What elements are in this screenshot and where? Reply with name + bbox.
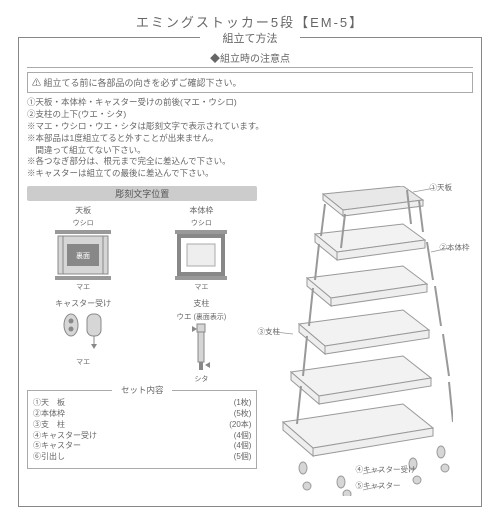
inner-label: 裏面 xyxy=(76,251,90,260)
label-back: ウシロ xyxy=(27,218,139,228)
tenban-svg: 裏面 xyxy=(53,228,113,280)
exploded-view-svg xyxy=(263,186,453,496)
main-box: 組立て方法 ◆組立時の注意点 ⚠ 組立てる前に各部品の向きを必ずご確認下さい。 … xyxy=(18,37,482,507)
set-row: ⑤キャスター(4個) xyxy=(33,441,251,452)
label-bottom: シタ xyxy=(145,374,257,384)
warning-icon: ⚠ xyxy=(32,78,41,88)
set-tab: セット内容 xyxy=(112,384,172,396)
notes-list: ①天板・本体枠・キャスター受けの前後(マエ・ウシロ) ②支柱の上下(ウエ・シタ)… xyxy=(27,97,473,180)
tenban-diagram: 天板 ウシロ 裏面 マエ xyxy=(27,205,139,292)
callout-1: ①天板 xyxy=(429,182,452,193)
set-row: ④キャスター受け(4個) xyxy=(33,431,251,442)
callout-2: ②本体枠 xyxy=(439,242,469,253)
label-front: マエ xyxy=(27,282,139,292)
label-back2: ウシロ xyxy=(145,218,257,228)
set-box: セット内容 ①天 板(1枚) ②本体枠(5枚) ③支 柱(20本) ④キャスター… xyxy=(27,390,257,469)
hontai-diagram: 本体枠 ウシロ マエ xyxy=(145,205,257,292)
note-line: ※各つなぎ部分は、根元まで完全に差込んで下さい。 xyxy=(27,156,473,168)
caster-diagram: キャスター受け マエ xyxy=(27,298,139,384)
hontai-svg xyxy=(171,228,231,280)
note-line: 間違って組立てない下さい。 xyxy=(27,145,473,157)
callout-4: ④キャスター受け xyxy=(355,464,415,475)
set-row: ③支 柱(20本) xyxy=(33,420,251,431)
assembly-figure: ①天板 ②本体枠 ③支柱 ④キャスター受け ⑤キャスター xyxy=(263,186,473,498)
callout-5: ⑤キャスター xyxy=(355,480,400,491)
set-row: ⑥引出し(5個) xyxy=(33,452,251,463)
pillar-svg xyxy=(186,322,216,372)
caster-svg xyxy=(53,311,113,355)
label-topnote: (裏面表示) xyxy=(194,314,227,321)
section-tab: 組立て方法 xyxy=(200,30,300,46)
warning-text: 組立てる前に各部品の向きを必ずご確認下さい。 xyxy=(44,78,242,88)
note-line: ①天板・本体枠・キャスター受けの前後(マエ・ウシロ) xyxy=(27,97,473,109)
cap-pillar: 支柱 xyxy=(145,298,257,309)
label-top: ウエ xyxy=(176,312,191,321)
warning-box: ⚠ 組立てる前に各部品の向きを必ずご確認下さい。 xyxy=(27,72,473,93)
cap-hontai: 本体枠 xyxy=(145,205,257,216)
left-column: 彫刻文字位置 天板 ウシロ 裏面 マエ xyxy=(27,186,257,498)
label-front3: マエ xyxy=(27,357,139,367)
subhead: ◆組立時の注意点 xyxy=(27,50,473,68)
note-line: ※マエ・ウシロ・ウエ・シタは彫刻文字で表示されています。 xyxy=(27,121,473,133)
cap-tenban: 天板 xyxy=(27,205,139,216)
pillar-diagram: 支柱 ウエ (裏面表示) シタ xyxy=(145,298,257,384)
set-row: ②本体枠(5枚) xyxy=(33,409,251,420)
note-line: ※本部品は1度組立てると外すことが出来ません。 xyxy=(27,133,473,145)
set-row: ①天 板(1枚) xyxy=(33,398,251,409)
note-line: ※キャスターは組立ての最後に差込んで下さい。 xyxy=(27,168,473,180)
callout-3: ③支柱 xyxy=(257,326,280,337)
carve-label: 彫刻文字位置 xyxy=(27,186,257,201)
label-front2: マエ xyxy=(145,282,257,292)
note-line: ②支柱の上下(ウエ・シタ) xyxy=(27,109,473,121)
cap-caster: キャスター受け xyxy=(27,298,139,309)
page-title: エミングストッカー5段【EM-5】 xyxy=(18,12,482,31)
